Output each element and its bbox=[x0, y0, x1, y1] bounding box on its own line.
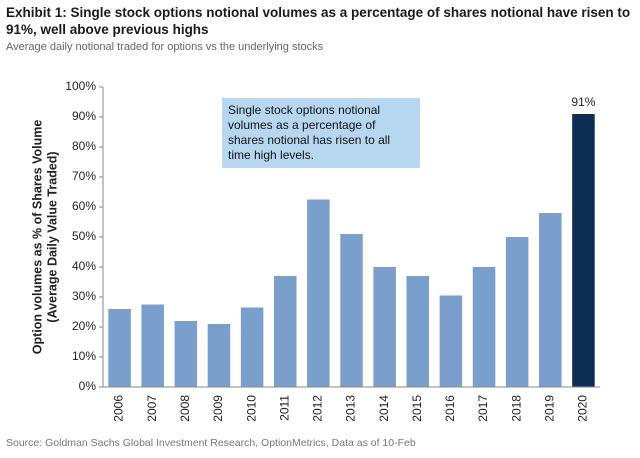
source-note: Source: Goldman Sachs Global Investment … bbox=[6, 437, 416, 449]
y-tick-label: 20% bbox=[72, 319, 96, 333]
y-tick-label: 0% bbox=[79, 379, 97, 393]
bar bbox=[406, 276, 430, 387]
y-tick-label: 30% bbox=[72, 289, 96, 303]
y-tick-label: 80% bbox=[72, 139, 96, 153]
x-tick-label: 2010 bbox=[244, 395, 258, 422]
chart-subtitle: Average daily notional traded for option… bbox=[6, 41, 324, 53]
y-tick-label: 90% bbox=[72, 109, 96, 123]
bar bbox=[439, 295, 463, 387]
y-axis-label: Option volumes as % of Shares Volume bbox=[30, 120, 44, 355]
bar bbox=[340, 234, 363, 387]
bar bbox=[174, 321, 198, 387]
y-tick-label: 50% bbox=[72, 229, 96, 243]
chart-title: Exhibit 1: Single stock options notional… bbox=[6, 5, 631, 37]
bar bbox=[572, 114, 595, 387]
bar bbox=[373, 267, 396, 387]
bar bbox=[108, 309, 131, 387]
x-tick-label: 2011 bbox=[277, 395, 291, 421]
x-tick-label: 2018 bbox=[509, 395, 523, 422]
bar bbox=[472, 267, 496, 387]
x-tick-label: 2016 bbox=[443, 395, 457, 422]
y-tick-label: 10% bbox=[72, 349, 96, 363]
x-tick-label: 2013 bbox=[344, 395, 358, 422]
x-tick-label: 2009 bbox=[211, 395, 225, 422]
value-label: 91% bbox=[571, 95, 595, 109]
y-tick-label: 60% bbox=[72, 199, 96, 213]
bar bbox=[273, 276, 297, 387]
x-tick-label: 2008 bbox=[178, 395, 192, 422]
annotation: Single stock options notional volumes as… bbox=[222, 98, 420, 168]
y-tick-label: 100% bbox=[65, 79, 96, 93]
x-tick-label: 2017 bbox=[476, 395, 490, 422]
bar bbox=[141, 304, 164, 387]
y-tick-label: 40% bbox=[72, 259, 96, 273]
bar bbox=[539, 213, 562, 387]
x-tick-label: 2012 bbox=[311, 395, 325, 422]
x-tick-label: 2020 bbox=[576, 395, 590, 422]
x-tick-label: 2006 bbox=[112, 395, 126, 422]
y-tick-label: 70% bbox=[72, 169, 96, 183]
x-tick-label: 2007 bbox=[145, 395, 159, 422]
x-tick-label: 2019 bbox=[542, 395, 556, 422]
y-axis-label: (Average Daily Value Traded) bbox=[45, 151, 59, 322]
bar bbox=[207, 324, 231, 387]
bar bbox=[505, 237, 529, 387]
bar bbox=[307, 199, 330, 387]
x-tick-label: 2015 bbox=[410, 395, 424, 422]
bar bbox=[240, 307, 264, 387]
x-tick-label: 2014 bbox=[377, 395, 391, 422]
